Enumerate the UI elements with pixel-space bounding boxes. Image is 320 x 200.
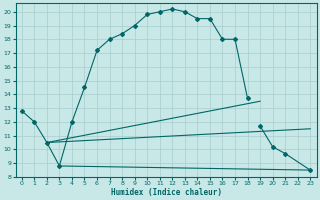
X-axis label: Humidex (Indice chaleur): Humidex (Indice chaleur) xyxy=(110,188,221,197)
